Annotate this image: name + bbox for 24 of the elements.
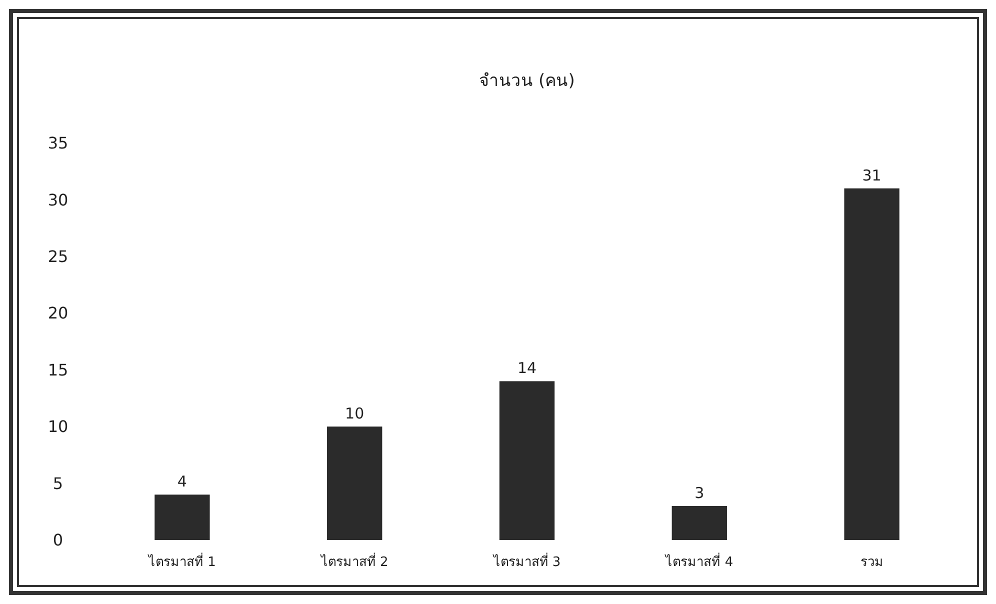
data-label: 4 <box>177 472 187 491</box>
chart-title: จำนวน (คน) <box>479 71 575 91</box>
y-tick-label: 25 <box>48 247 68 266</box>
data-label: 3 <box>694 484 704 502</box>
x-tick-label: ไตรมาสที่ 3 <box>492 553 561 570</box>
x-tick-label: รวม <box>860 555 884 570</box>
y-tick-label: 30 <box>48 190 68 210</box>
bar <box>672 506 727 540</box>
bar <box>499 381 555 540</box>
y-tick-label: 0 <box>52 530 64 550</box>
y-tick-label: 5 <box>52 474 64 493</box>
data-label: 10 <box>345 404 364 423</box>
x-tick-label: ไตรมาสที่ 4 <box>664 553 734 570</box>
y-tick-label: 10 <box>48 417 68 436</box>
y-tick-label: 20 <box>48 304 68 323</box>
y-tick-label: 15 <box>48 360 68 380</box>
data-label: 14 <box>517 359 537 378</box>
x-tick-label: ไตรมาสที่ 1 <box>147 553 216 570</box>
x-tick-label: ไตรมาสที่ 2 <box>320 553 388 570</box>
bar <box>327 426 382 540</box>
data-label: 31 <box>862 166 882 184</box>
y-tick-label: 35 <box>48 134 68 153</box>
bar <box>154 494 210 540</box>
bar <box>844 188 900 540</box>
